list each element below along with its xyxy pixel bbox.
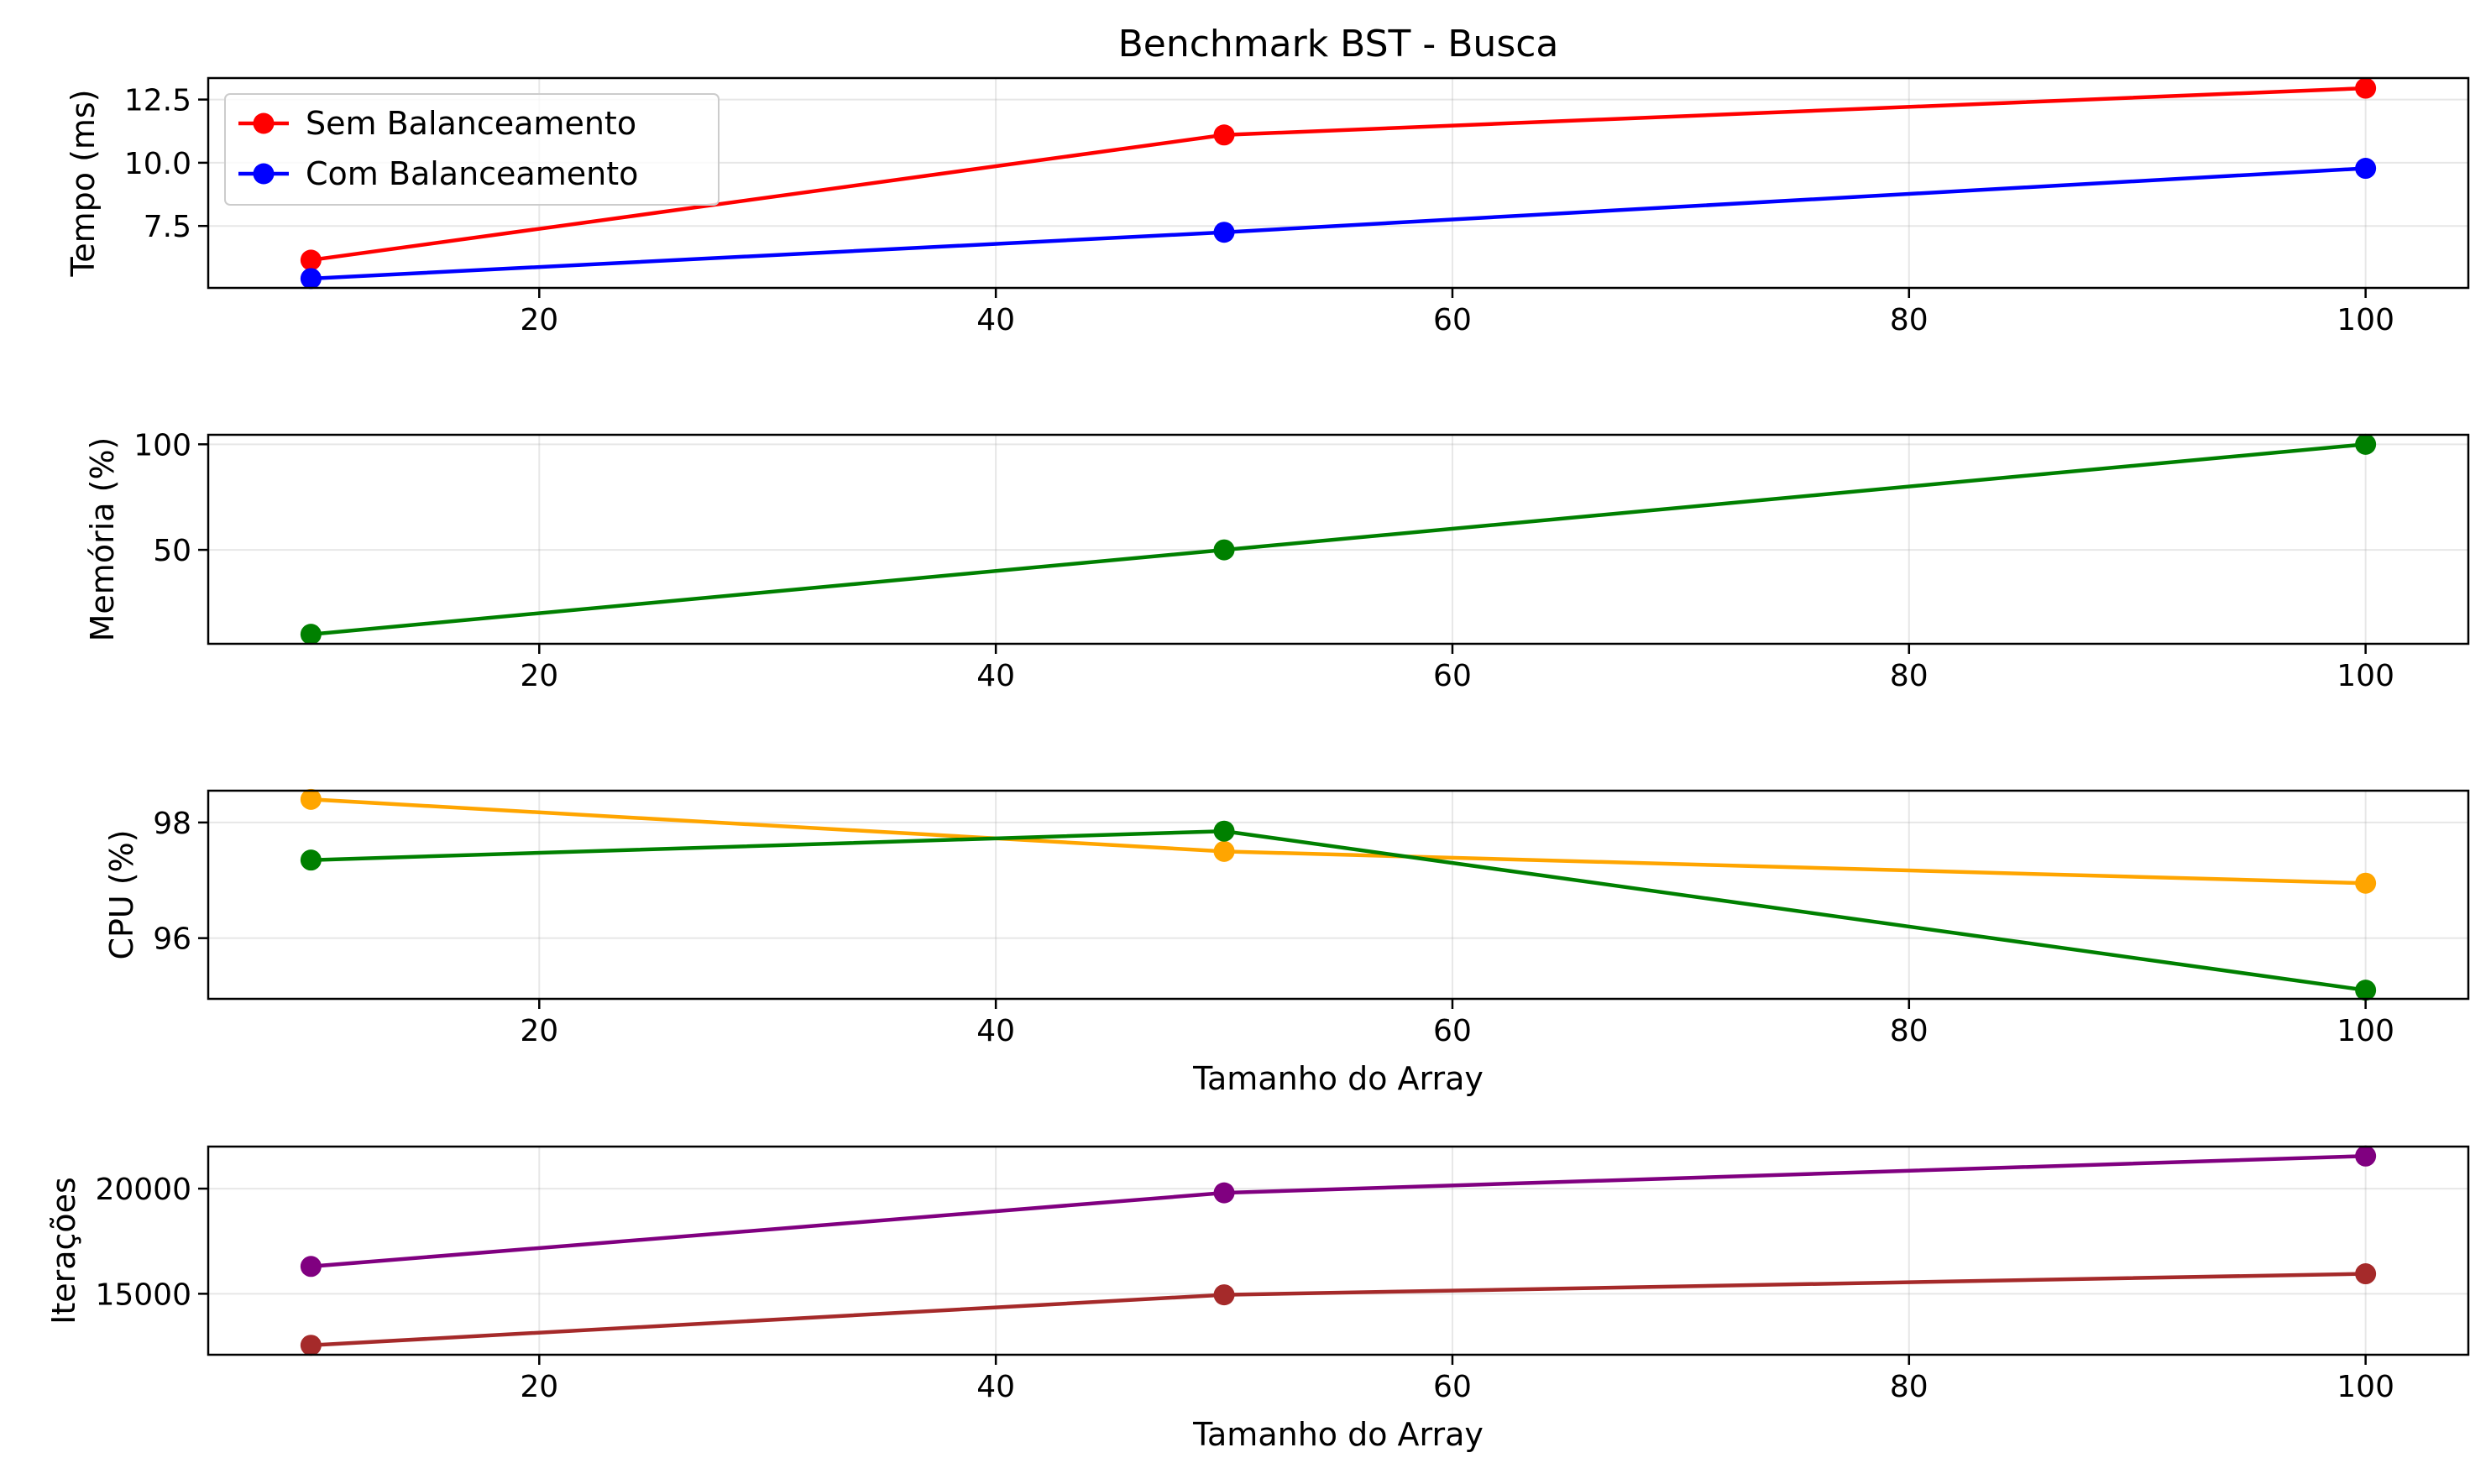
data-point — [1213, 820, 1235, 842]
y-axis-label: Memória (%) — [84, 437, 121, 642]
y-axis-label: Iterações — [45, 1177, 82, 1325]
legend-marker — [253, 163, 275, 185]
data-point — [1213, 124, 1235, 146]
x-tick-label: 60 — [1433, 1370, 1472, 1404]
x-tick-label: 60 — [1433, 303, 1472, 337]
x-tick-label: 80 — [1890, 303, 1928, 337]
x-axis-label: Tamanho do Array — [1192, 1060, 1484, 1097]
subplot-1: 20 40 60 80 100 7.5 10.0 12.5 Tempo (ms) Benchmar… — [65, 23, 2470, 337]
y-tick-label: 15000 — [95, 1278, 191, 1312]
data-point — [1213, 1182, 1235, 1204]
x-tick-label: 40 — [976, 1370, 1015, 1404]
series-line-1 — [308, 1153, 2368, 1269]
legend-box — [224, 93, 720, 206]
data-point — [2355, 980, 2377, 1001]
x-tick-label: 60 — [1433, 659, 1472, 693]
x-tick-label: 40 — [976, 659, 1015, 693]
data-point — [2355, 433, 2377, 455]
data-point — [300, 624, 322, 645]
data-point — [2355, 872, 2377, 894]
x-tick-label: 20 — [520, 303, 558, 337]
subplot-4: 20 40 60 80 100 15000 20000 Iterações Tamanho do… — [45, 1145, 2470, 1453]
y-tick-label: 10.0 — [124, 147, 191, 181]
data-point — [300, 1256, 322, 1278]
axes-frame — [207, 76, 2470, 290]
y-tick-label: 98 — [153, 807, 191, 841]
x-tick-label: 80 — [1890, 1014, 1928, 1048]
y-tick-label: 96 — [153, 922, 191, 957]
data-point — [300, 249, 322, 271]
data-point — [1213, 539, 1235, 561]
data-point — [2355, 77, 2377, 99]
legend-label: Com Balanceamento — [306, 155, 638, 192]
x-tick-label: 80 — [1890, 1370, 1928, 1404]
series-line-1 — [308, 797, 2368, 886]
x-tick-label: 20 — [520, 1014, 558, 1048]
data-point — [300, 788, 322, 810]
x-tick-label: 100 — [2337, 1370, 2394, 1404]
x-tick-label: 100 — [2337, 303, 2394, 337]
data-point — [1213, 1284, 1235, 1306]
data-point — [300, 849, 322, 871]
x-tick-label: 40 — [976, 1014, 1015, 1048]
chart-title: Benchmark BST - Busca — [1118, 23, 1559, 65]
data-point — [300, 1335, 322, 1356]
axes-frame — [207, 433, 2470, 645]
y-tick-label: 7.5 — [144, 210, 191, 244]
data-point — [2355, 158, 2377, 180]
x-tick-label: 80 — [1890, 659, 1928, 693]
x-tick-label: 60 — [1433, 1014, 1472, 1048]
legend-label: Sem Balanceamento — [306, 105, 636, 142]
y-axis-label: Tempo (ms) — [65, 89, 102, 277]
subplot-2: 20 40 60 80 100 50 100 Memória (%) — [84, 428, 2470, 693]
axes-frame — [207, 789, 2470, 1001]
x-tick-label: 40 — [976, 303, 1015, 337]
data-point — [1213, 222, 1235, 243]
y-tick-label: 100 — [133, 428, 191, 462]
data-point — [1213, 840, 1235, 862]
x-tick-label: 20 — [520, 1370, 558, 1404]
series-line-2 — [308, 1272, 2368, 1348]
y-tick-label: 50 — [153, 534, 191, 568]
y-tick-label: 12.5 — [124, 84, 191, 118]
y-tick-label: 20000 — [95, 1173, 191, 1207]
x-tick-label: 100 — [2337, 1014, 2394, 1048]
x-axis-label: Tamanho do Array — [1192, 1416, 1484, 1453]
data-point — [2355, 1263, 2377, 1285]
subplot-3: 20 40 60 80 100 96 98 CPU (%) Tamanho do Array — [103, 788, 2470, 1097]
x-tick-label: 100 — [2337, 659, 2394, 693]
axes-frame — [207, 1145, 2470, 1356]
y-axis-label: CPU (%) — [103, 829, 140, 959]
legend: Sem Balanceamento Com Balanceamento — [224, 93, 720, 206]
data-point — [2355, 1145, 2377, 1167]
x-tick-label: 20 — [520, 659, 558, 693]
data-point — [300, 268, 322, 290]
legend-marker — [253, 112, 275, 134]
series-line-1 — [308, 442, 2368, 637]
